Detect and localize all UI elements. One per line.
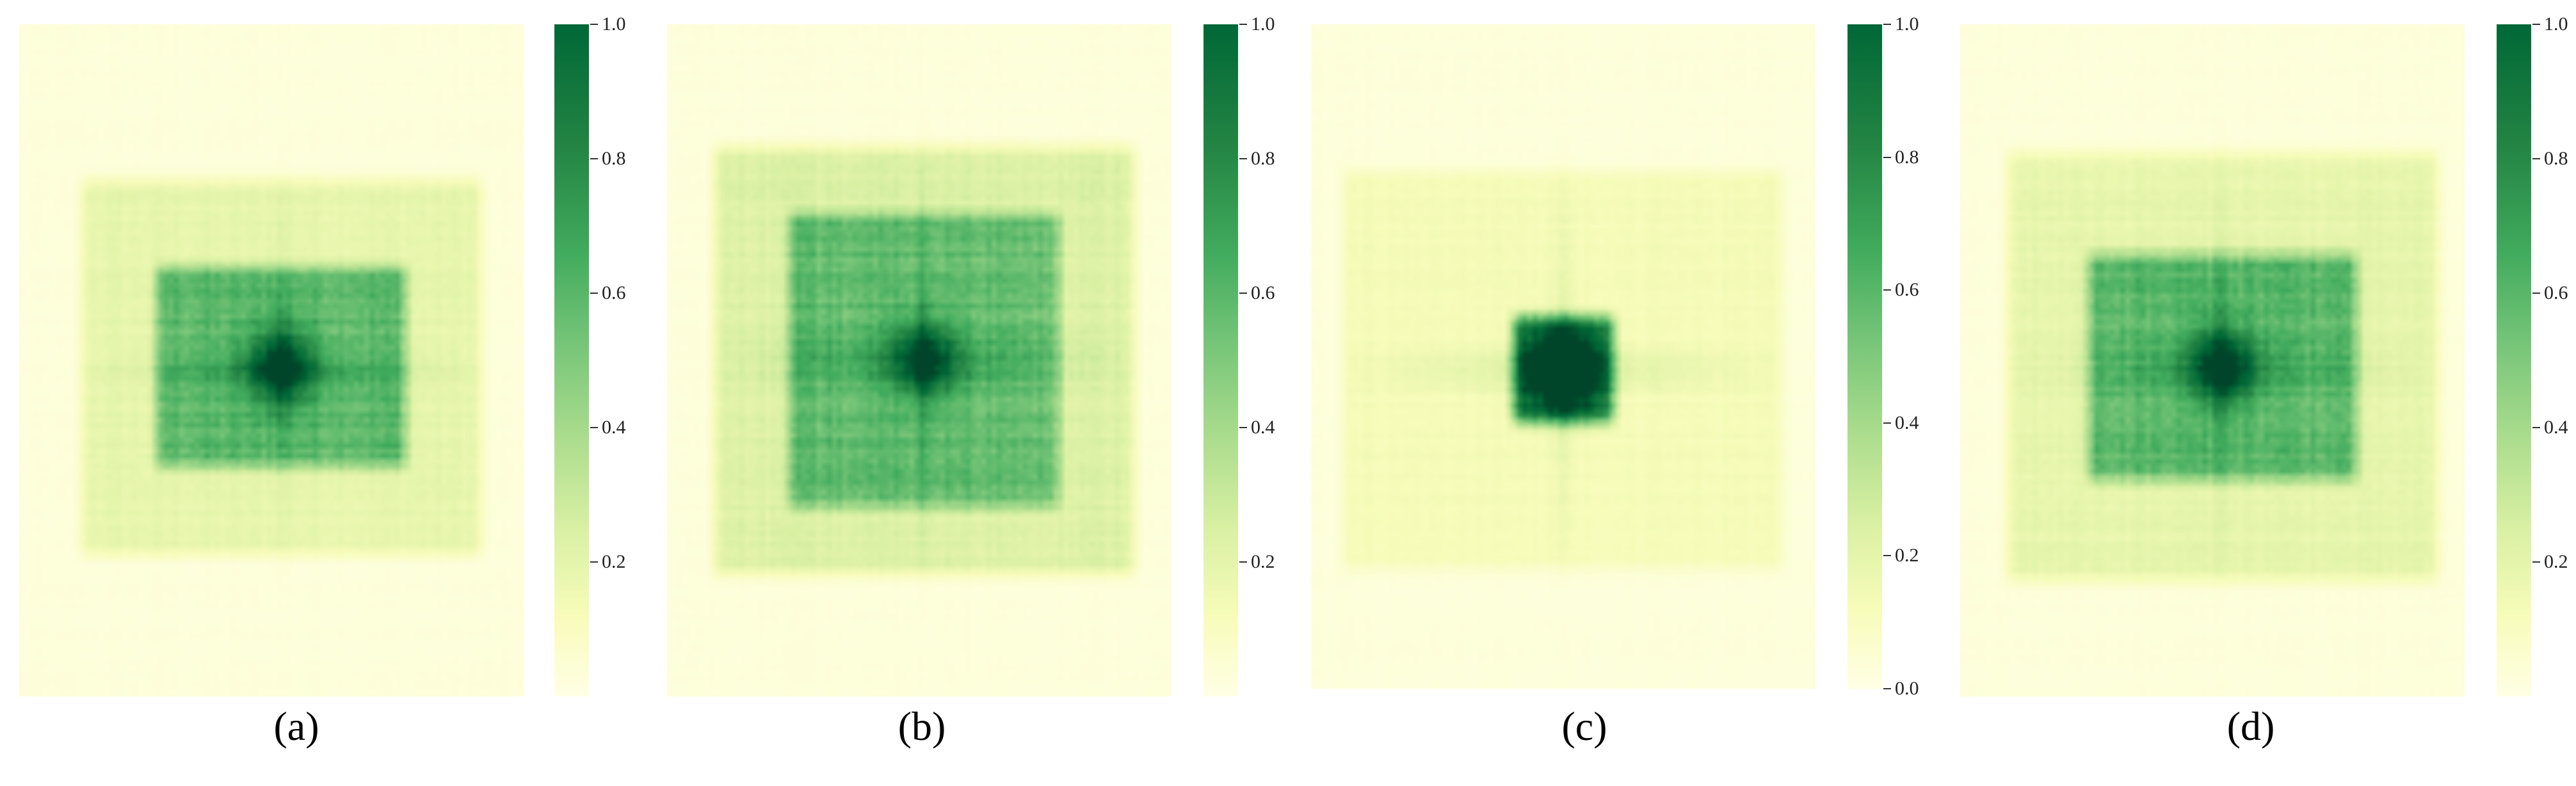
- colorbar-tick-label: 0.8: [1251, 148, 1275, 169]
- colorbar-tick-label: 0.0: [1895, 678, 1919, 699]
- colorbar-tick-label: 0.8: [1895, 146, 1919, 168]
- colorbar-tick-label: 0.2: [2544, 551, 2568, 572]
- colorbar-tick: [1883, 156, 1891, 158]
- colorbar-tick-label: 0.4: [602, 417, 626, 438]
- colorbar-tick-label: 0.4: [1251, 417, 1275, 438]
- colorbar-tick: [590, 158, 598, 159]
- heatmap-canvas-d: [1960, 24, 2465, 696]
- colorbar-tick: [2532, 293, 2540, 294]
- colorbar-tick-label: 0.8: [2544, 148, 2568, 169]
- colorbar-tick: [590, 427, 598, 428]
- colorbar-tick-label: 0.4: [2544, 417, 2568, 438]
- heatmap-a: [19, 24, 524, 696]
- colorbar-tick: [590, 293, 598, 294]
- caption-c: (c): [1561, 703, 1607, 749]
- caption-d: (d): [2226, 703, 2275, 749]
- colorbar-tick-label: 0.4: [1895, 412, 1919, 433]
- colorbar-tick-label: 0.2: [1251, 551, 1275, 572]
- colorbar-tick-label: 1.0: [1895, 13, 1919, 35]
- caption-b: (b): [898, 703, 946, 749]
- colorbar-tick: [1239, 561, 1247, 563]
- colorbar-tick: [1239, 293, 1247, 294]
- colorbar-d: 0.2 0.4 0.6 0.8 1.0: [2497, 13, 2568, 696]
- colorbar-tick: [2532, 561, 2540, 563]
- colorbar-tick-label: 0.6: [1251, 282, 1275, 303]
- colorbar-tick: [1239, 158, 1247, 159]
- colorbar-tick: [1883, 555, 1891, 557]
- colorbar-tick: [590, 24, 598, 25]
- heatmap-b: [667, 24, 1171, 696]
- heatmap-canvas-b: [667, 24, 1171, 696]
- colorbar-tick: [1883, 289, 1891, 291]
- colorbar-c: 0.0 0.2 0.4 0.6 0.8 1.0: [1847, 13, 1919, 699]
- heatmap-d: [1960, 24, 2465, 696]
- colorbar-tick: [2532, 158, 2540, 159]
- colorbar-b: 0.2 0.4 0.6 0.8 1.0: [1203, 13, 1275, 696]
- colorbar-tick-label: 1.0: [2544, 13, 2568, 35]
- colorbar-tick-label: 0.8: [602, 148, 626, 169]
- colorbar-tick: [1883, 688, 1891, 689]
- heatmap-canvas-a: [19, 24, 524, 696]
- colorbar-a: 0.2 0.4 0.6 0.8 1.0: [554, 13, 626, 696]
- colorbar-tick-label: 1.0: [1251, 13, 1275, 35]
- colorbar-tick: [1239, 24, 1247, 25]
- colorbar-tick-label: 0.2: [602, 551, 626, 572]
- colorbar-tick: [590, 561, 598, 563]
- caption-a: (a): [273, 703, 319, 749]
- colorbar-tick-label: 0.6: [602, 282, 626, 303]
- colorbar-tick-label: 1.0: [602, 13, 626, 35]
- heatmap-c: [1311, 24, 1815, 689]
- colorbar-tick-label: 0.6: [1895, 279, 1919, 301]
- colorbar-tick: [1883, 422, 1891, 424]
- colorbar-tick: [2532, 427, 2540, 428]
- colorbar-tick: [1883, 24, 1891, 25]
- heatmap-canvas-c: [1311, 24, 1815, 689]
- colorbar-tick: [1239, 427, 1247, 428]
- colorbar-tick-label: 0.2: [1895, 545, 1919, 566]
- colorbar-tick-label: 0.6: [2544, 282, 2568, 303]
- colorbar-tick: [2532, 24, 2540, 25]
